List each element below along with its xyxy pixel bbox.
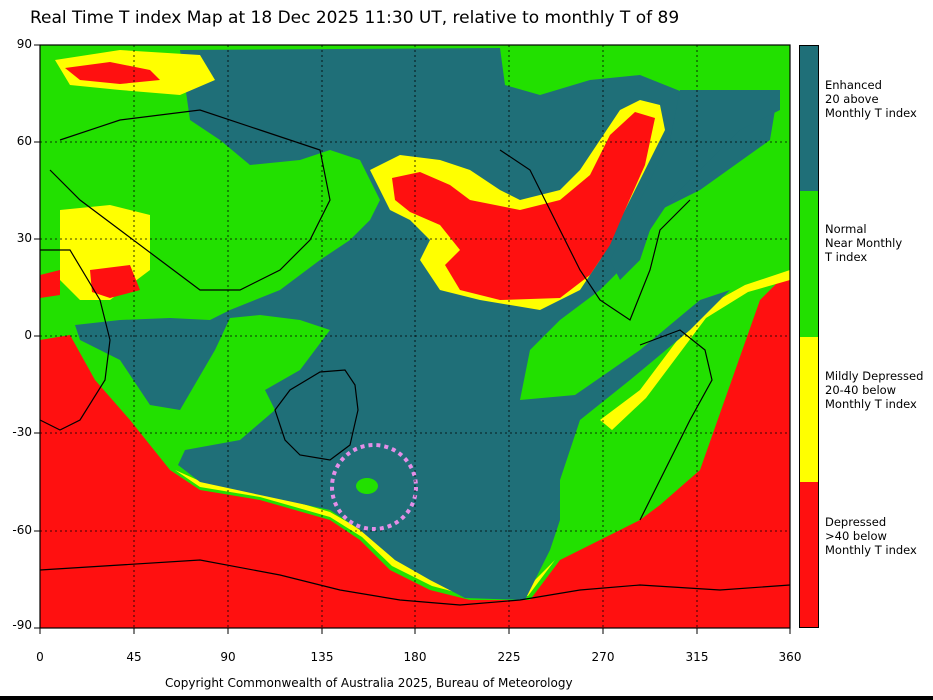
legend-colorbar: [799, 45, 819, 628]
x-tick-label: 315: [685, 650, 709, 664]
legend-swatch-mild: [800, 337, 818, 482]
x-tick-label: 225: [497, 650, 521, 664]
depressed-region-west-mid: [40, 270, 60, 298]
y-tick-label: -90: [12, 618, 32, 632]
y-tick-label: 90: [16, 37, 32, 51]
x-tick-label: 135: [310, 650, 334, 664]
coastline-north-america: [499, 149, 691, 321]
normal-patch-tasman: [356, 478, 378, 494]
y-tick-label: -60: [12, 523, 32, 537]
bottom-border: [0, 696, 933, 700]
legend-label-enhanced: Enhanced 20 above Monthly T index: [825, 78, 917, 120]
coastline-asia: [49, 109, 331, 291]
y-tick-label: 60: [16, 134, 32, 148]
legend-swatch-enhanced: [800, 46, 818, 191]
x-tick-label: 45: [126, 650, 142, 664]
enhanced-region-arctic: [610, 90, 780, 280]
x-tick-label: 270: [591, 650, 615, 664]
depressed-region-west: [40, 270, 790, 628]
coastline-australia: [274, 369, 359, 461]
x-tick-label: 360: [778, 650, 802, 664]
depressed-region-north-pacific: [392, 112, 655, 300]
coastline-antarctica: [40, 559, 790, 606]
legend-swatch-depressed: [800, 482, 818, 627]
depressed-region-arctic-left: [65, 62, 160, 84]
y-tick-label: -30: [12, 425, 32, 439]
legend-swatch-normal: [800, 191, 818, 337]
x-tick-label: 0: [36, 650, 44, 664]
mild-band-east: [600, 270, 790, 430]
coastline-south-america: [639, 329, 713, 521]
gridlines: [40, 45, 790, 628]
copyright-text: Copyright Commonwealth of Australia 2025…: [165, 676, 573, 690]
tick-marks: [34, 44, 791, 634]
legend-label-depressed: Depressed >40 below Monthly T index: [825, 515, 917, 557]
depressed-region-africa: [90, 265, 140, 298]
y-tick-label: 0: [24, 328, 32, 342]
legend-label-normal: Normal Near Monthly T index: [825, 222, 903, 264]
y-tick-label: 30: [16, 231, 32, 245]
x-tick-label: 90: [220, 650, 236, 664]
map-title: Real Time T index Map at 18 Dec 2025 11:…: [30, 8, 680, 28]
legend-label-mild: Mildly Depressed 20-40 below Monthly T i…: [825, 369, 924, 411]
x-tick-label: 180: [403, 650, 427, 664]
highlight-circle: [330, 443, 418, 531]
coastline-africa: [40, 249, 111, 431]
